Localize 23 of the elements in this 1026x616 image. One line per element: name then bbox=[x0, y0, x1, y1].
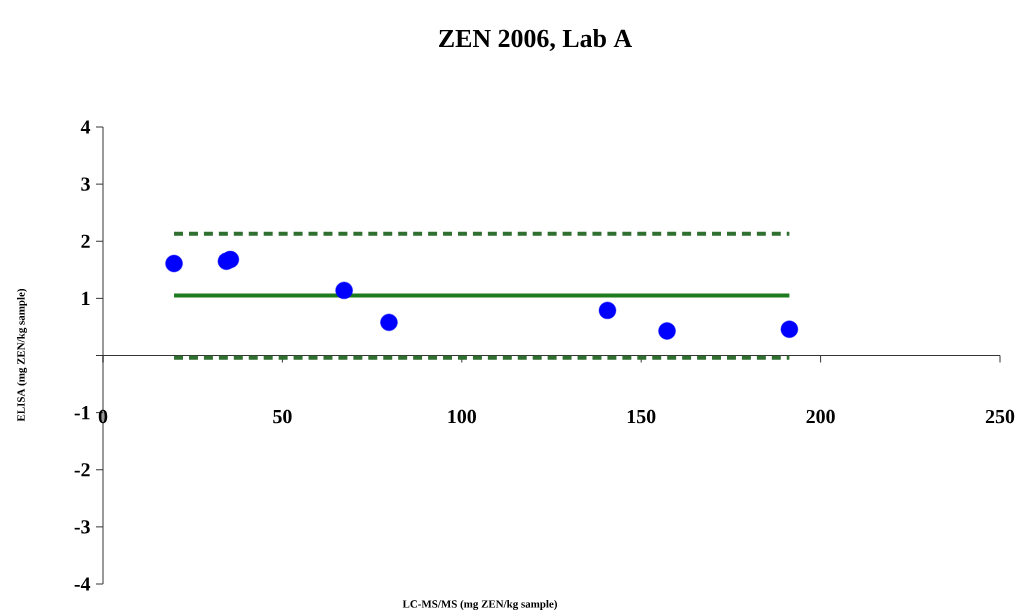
chart-title: ZEN 2006, Lab A bbox=[439, 29, 632, 51]
point bbox=[335, 281, 353, 300]
x-tick-label: 250 bbox=[985, 409, 1015, 424]
x-tick-label: 200 bbox=[806, 409, 835, 424]
point bbox=[780, 320, 799, 338]
y-tick-label: 1 bbox=[82, 291, 90, 305]
point bbox=[598, 301, 617, 320]
x-axis-title: LC-MS/MS (mg ZEN/kg sample) bbox=[402, 600, 557, 611]
y-tick-label: 2 bbox=[81, 234, 90, 248]
point bbox=[165, 254, 183, 273]
x-tick-label: 50 bbox=[273, 409, 292, 424]
y-tick-label: -1 bbox=[74, 406, 90, 420]
y-tick-label: 3 bbox=[81, 177, 90, 191]
point bbox=[658, 322, 676, 340]
x-tick-label: 0 bbox=[98, 409, 108, 424]
x-tick-label: 150 bbox=[627, 409, 656, 424]
point bbox=[380, 313, 398, 332]
y-axis-title: ELISA (mg ZEN/kg sample) bbox=[17, 288, 28, 422]
y-tick-label: 4 bbox=[80, 120, 91, 134]
x-tick-label: 100 bbox=[448, 409, 476, 424]
y-tick-label: -3 bbox=[74, 520, 90, 534]
y-tick-label: -2 bbox=[74, 463, 90, 477]
y-tick-label: -4 bbox=[74, 577, 91, 591]
